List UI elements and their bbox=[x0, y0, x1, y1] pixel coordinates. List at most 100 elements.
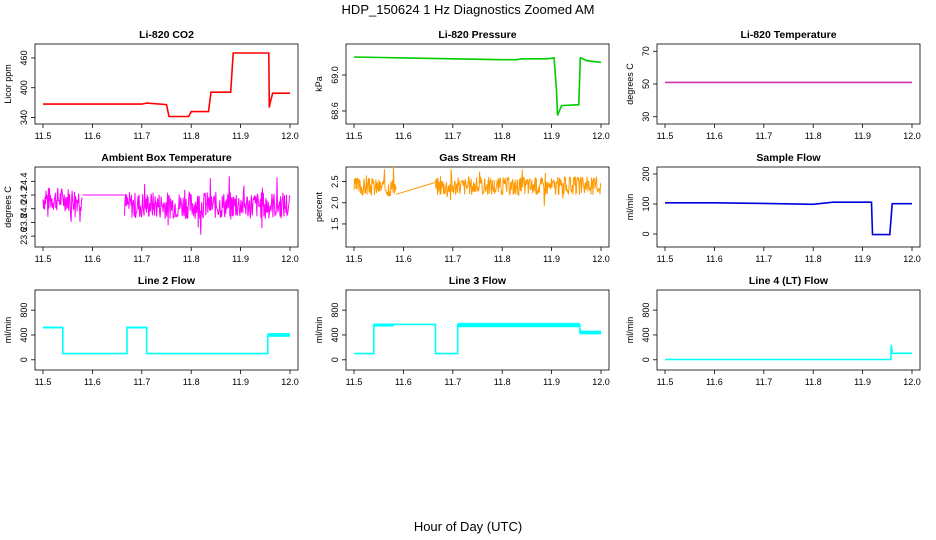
y-tick-label: 400 bbox=[19, 80, 29, 95]
series-line bbox=[665, 344, 912, 361]
x-tick-label: 12.0 bbox=[281, 377, 299, 387]
series-band bbox=[579, 330, 601, 335]
x-tick-label: 11.7 bbox=[444, 377, 461, 387]
plot-frame bbox=[34, 289, 299, 371]
y-tick-label: 70 bbox=[641, 46, 651, 56]
x-tick-label: 12.0 bbox=[281, 131, 299, 141]
chart-panel: Li-820 Pressure kPa 11.5 11.6 11.7 11.8 11.9 12… bbox=[314, 29, 610, 141]
series-line bbox=[665, 201, 912, 236]
x-tick-label: 11.8 bbox=[183, 254, 200, 264]
chart-title: Li-820 Pressure bbox=[438, 29, 516, 41]
x-tick-label: 11.8 bbox=[183, 131, 200, 141]
chart-panel: Li-820 CO2 Licor ppm 11.5 11.6 11.7 11.8 11.9 1… bbox=[3, 29, 299, 141]
y-tick-label: 1.5 bbox=[330, 218, 340, 231]
y-tick-label: 23.8 bbox=[19, 214, 29, 232]
figure-title: HDP_150624 1 Hz Diagnostics Zoomed AM bbox=[342, 2, 595, 17]
chart-panel: Li-820 Temperature degrees C 11.5 11.6 11.7 1… bbox=[625, 29, 921, 141]
x-tick-label: 11.6 bbox=[84, 131, 101, 141]
x-tick-label: 11.8 bbox=[494, 254, 511, 264]
x-tick-label: 11.8 bbox=[805, 254, 822, 264]
x-tick-label: 11.9 bbox=[543, 377, 560, 387]
chart-panel: Line 4 (LT) Flow ml/min 11.5 11.6 11.7 11.8 11… bbox=[625, 275, 921, 387]
series-line bbox=[435, 169, 602, 206]
y-tick-label: 400 bbox=[641, 327, 651, 342]
x-tick-label: 11.6 bbox=[706, 254, 723, 264]
chart-panel: Gas Stream RH percent 11.5 11.6 11.7 11.8 11.9… bbox=[314, 152, 610, 264]
chart-panels: Li-820 CO2 Licor ppm 11.5 11.6 11.7 11.8 11.9 1… bbox=[3, 29, 921, 387]
y-axis-label: degrees C bbox=[3, 186, 13, 228]
x-tick-label: 11.6 bbox=[395, 254, 412, 264]
y-tick-label: 2.0 bbox=[330, 197, 340, 210]
y-tick-label: 800 bbox=[641, 303, 651, 318]
series-line bbox=[124, 176, 291, 235]
plot-frame bbox=[34, 43, 299, 125]
chart-panel: Line 2 Flow ml/min 11.5 11.6 11.7 11.8 11.9 12.… bbox=[3, 275, 299, 387]
series-line bbox=[395, 181, 436, 195]
x-tick-label: 11.8 bbox=[805, 377, 822, 387]
y-tick-label: 0 bbox=[641, 357, 651, 362]
x-tick-label: 11.5 bbox=[657, 377, 674, 387]
chart-title: Line 2 Flow bbox=[138, 275, 196, 287]
x-tick-label: 11.9 bbox=[232, 254, 249, 264]
y-axis-label: ml/min bbox=[314, 317, 324, 344]
y-tick-label: 23.6 bbox=[19, 227, 29, 245]
x-tick-label: 11.7 bbox=[755, 131, 772, 141]
chart-title: Ambient Box Temperature bbox=[101, 152, 232, 164]
x-tick-label: 11.9 bbox=[854, 377, 871, 387]
series-band bbox=[267, 333, 290, 337]
x-tick-label: 12.0 bbox=[903, 254, 921, 264]
chart-title: Gas Stream RH bbox=[439, 152, 515, 164]
chart-panel: Line 3 Flow ml/min 11.5 11.6 11.7 11.8 11.9 12.… bbox=[314, 275, 610, 387]
x-tick-label: 12.0 bbox=[281, 254, 299, 264]
y-axis-label: percent bbox=[314, 191, 324, 222]
x-tick-label: 12.0 bbox=[592, 377, 610, 387]
chart-panel: Ambient Box Temperature degrees C 11.5 11.6… bbox=[3, 152, 299, 264]
x-tick-label: 11.7 bbox=[444, 131, 461, 141]
x-tick-label: 11.8 bbox=[494, 377, 511, 387]
x-tick-label: 11.9 bbox=[854, 254, 871, 264]
y-axis-label: ml/min bbox=[625, 194, 635, 221]
y-axis-label: Licor ppm bbox=[3, 64, 13, 104]
y-tick-label: 0 bbox=[330, 357, 340, 362]
x-tick-label: 11.5 bbox=[346, 377, 363, 387]
x-tick-label: 11.6 bbox=[84, 254, 101, 264]
y-tick-label: 400 bbox=[19, 327, 29, 342]
x-tick-label: 11.5 bbox=[35, 254, 52, 264]
y-tick-label: 0 bbox=[641, 231, 651, 236]
plot-frame bbox=[345, 43, 610, 125]
y-tick-label: 2.5 bbox=[330, 175, 340, 188]
y-axis-label: ml/min bbox=[3, 317, 13, 344]
x-tick-label: 11.8 bbox=[183, 377, 200, 387]
x-tick-label: 11.9 bbox=[543, 131, 560, 141]
chart-panel: Sample Flow ml/min 11.5 11.6 11.7 11.8 11.9 12.… bbox=[625, 152, 921, 264]
plot-frame bbox=[345, 289, 610, 371]
y-tick-label: 100 bbox=[641, 196, 651, 211]
x-tick-label: 11.5 bbox=[657, 131, 674, 141]
chart-title: Li-820 CO2 bbox=[139, 29, 194, 41]
x-tick-label: 11.7 bbox=[133, 377, 150, 387]
y-tick-label: 68.6 bbox=[330, 102, 340, 120]
y-axis-label: kPa bbox=[314, 76, 324, 92]
x-tick-label: 11.6 bbox=[706, 377, 723, 387]
y-tick-label: 24.4 bbox=[19, 173, 29, 191]
x-tick-label: 11.6 bbox=[395, 377, 412, 387]
x-tick-label: 11.5 bbox=[35, 377, 52, 387]
series-band bbox=[457, 322, 580, 328]
x-tick-label: 11.7 bbox=[444, 254, 461, 264]
y-tick-label: 24.0 bbox=[19, 200, 29, 218]
x-tick-label: 11.5 bbox=[346, 131, 363, 141]
plot-frame bbox=[345, 166, 610, 248]
y-tick-label: 0 bbox=[19, 357, 29, 362]
y-tick-label: 24.2 bbox=[19, 186, 29, 204]
series-band bbox=[43, 326, 63, 329]
y-tick-label: 200 bbox=[641, 166, 651, 181]
x-tick-label: 11.9 bbox=[543, 254, 560, 264]
x-tick-label: 11.5 bbox=[657, 254, 674, 264]
plot-frame bbox=[656, 43, 921, 125]
y-tick-label: 800 bbox=[19, 303, 29, 318]
x-tick-label: 12.0 bbox=[903, 131, 921, 141]
series-line bbox=[353, 166, 397, 197]
y-tick-label: 50 bbox=[641, 79, 651, 89]
plot-frame bbox=[656, 289, 921, 371]
